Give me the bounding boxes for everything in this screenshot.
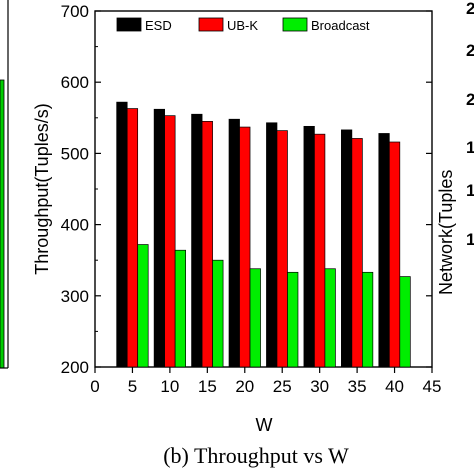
- bar-ub-k-w5: [126, 108, 139, 368]
- bar-ub-k-w35: [351, 138, 363, 368]
- right-panel-tick-label: 2: [466, 0, 474, 18]
- y-tick-label: 300: [61, 287, 89, 306]
- bar-ub-k-w10: [164, 115, 176, 368]
- bar-broadcast-w20: [249, 268, 261, 368]
- x-tick-label: 5: [128, 377, 137, 396]
- legend-label-broadcast: Broadcast: [311, 18, 370, 33]
- legend: ESD UB-K Broadcast: [116, 17, 370, 33]
- legend-swatch-esd: [116, 17, 142, 32]
- bar-esd-w5: [116, 101, 128, 368]
- y-tick-label: 200: [61, 358, 89, 377]
- bar-broadcast-w35: [362, 271, 374, 368]
- x-axis-label: W: [256, 415, 273, 435]
- bar-broadcast-w10: [174, 249, 186, 368]
- right-panel-tick-label: 2: [466, 90, 474, 109]
- right-panel-tick-label: 1: [466, 181, 474, 200]
- y-axis: 200 300 400 500 600 700: [61, 2, 432, 377]
- right-panel-tick-label: 1: [466, 138, 474, 157]
- left-panel-bar: [0, 79, 5, 369]
- legend-label-esd: ESD: [145, 18, 172, 33]
- y-tick-label: 600: [61, 73, 89, 92]
- bar-ub-k-w15: [201, 121, 213, 368]
- bar-ub-k-w25: [276, 130, 288, 368]
- x-tick-label: 15: [198, 377, 217, 396]
- right-panel-tick-label: 2: [466, 41, 474, 60]
- x-tick-label: 30: [310, 377, 329, 396]
- y-tick-label: 700: [61, 2, 89, 21]
- legend-swatch-ub-k: [198, 17, 224, 32]
- x-tick-label: 25: [273, 377, 292, 396]
- x-tick-label: 10: [160, 377, 179, 396]
- bar-broadcast-w15: [212, 259, 224, 368]
- x-tick-label: 40: [385, 377, 404, 396]
- bar-esd-w15: [191, 113, 203, 368]
- right-panel-ylabel: Network(Tuples: [436, 170, 456, 295]
- bar-esd-w30: [303, 125, 315, 368]
- bar-ub-k-w30: [314, 133, 326, 368]
- bar-broadcast-w25: [287, 271, 299, 368]
- x-tick-label: 45: [423, 377, 442, 396]
- bar-esd-w20: [228, 118, 240, 368]
- figure-caption: (b) Throughput vs W: [163, 443, 349, 468]
- bar-esd-w40: [378, 133, 390, 368]
- right-panel-fragment: Network(Tuples 2 2 2 1 1 1: [436, 0, 474, 295]
- y-tick-label: 400: [61, 216, 89, 235]
- x-axis: 0 5 10 15 20 25 30 35 40 45: [90, 367, 441, 396]
- bars-group: [116, 101, 411, 368]
- bar-esd-w25: [266, 122, 278, 368]
- legend-label-ub-k: UB-K: [227, 18, 258, 33]
- legend-swatch-broadcast: [282, 17, 308, 32]
- throughput-chart: 200 300 400 500 600 700 0 5 10 15 20 25 30 35 40 45 Th…: [32, 2, 441, 435]
- bar-broadcast-w30: [324, 268, 336, 368]
- bar-broadcast-w40: [399, 276, 411, 368]
- bar-ub-k-w20: [239, 126, 251, 368]
- bar-broadcast-w5: [137, 244, 149, 368]
- left-panel-fragment: [0, 0, 9, 369]
- x-tick-label: 35: [348, 377, 367, 396]
- bar-ub-k-w40: [388, 141, 401, 368]
- x-tick-label: 20: [235, 377, 254, 396]
- bar-esd-w35: [341, 129, 353, 368]
- y-axis-label: Throughput(Tuples/s): [32, 103, 52, 274]
- bar-esd-w10: [153, 108, 165, 368]
- y-tick-label: 500: [61, 144, 89, 163]
- right-panel-tick-label: 1: [466, 230, 474, 249]
- x-tick-label: 0: [90, 377, 99, 396]
